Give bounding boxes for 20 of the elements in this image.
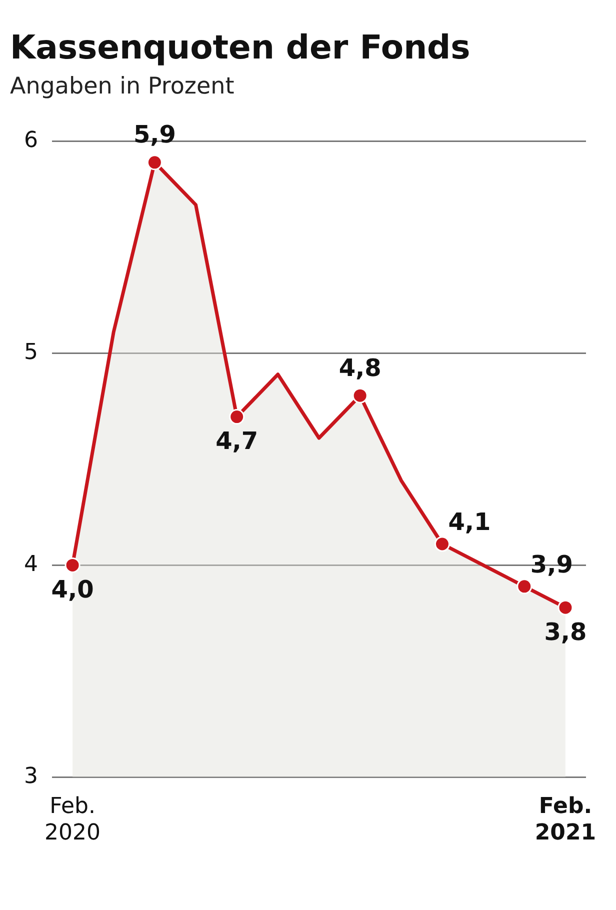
point xyxy=(64,557,80,573)
y-tick-label: 4 xyxy=(24,552,38,577)
point xyxy=(558,600,574,616)
chart-title: Kassenquoten der Fonds xyxy=(10,27,470,66)
y-tick-label: 3 xyxy=(24,764,38,789)
point xyxy=(434,536,450,552)
data-label: 4,1 xyxy=(448,508,491,536)
x-tick-label: Feb. 2020 xyxy=(44,794,101,846)
x-tick-label: Feb. 2021 xyxy=(534,794,596,846)
data-label: 3,8 xyxy=(544,618,587,646)
point xyxy=(229,409,245,425)
data-label: 4,8 xyxy=(338,354,382,382)
data-label: 4,0 xyxy=(51,575,94,604)
data-label: 4,7 xyxy=(216,427,258,456)
chart-subtitle: Angaben in Prozent xyxy=(10,73,234,100)
point xyxy=(516,578,532,594)
y-tick-label: 5 xyxy=(24,340,38,365)
point xyxy=(352,388,368,404)
point xyxy=(146,154,162,170)
y-tick-label: 6 xyxy=(24,128,38,153)
